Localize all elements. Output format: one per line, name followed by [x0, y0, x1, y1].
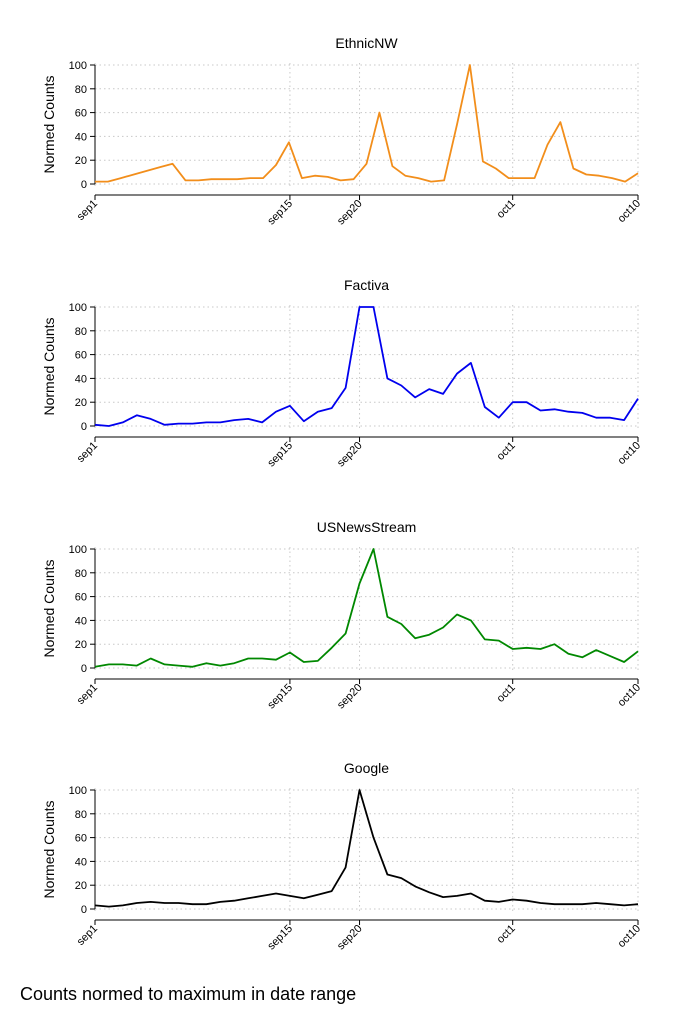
x-tick-label: sep15 [265, 198, 295, 228]
y-tick-label: 80 [75, 809, 87, 821]
x-tick-label: sep20 [335, 682, 365, 712]
y-tick-label: 40 [75, 131, 87, 143]
y-tick-label: 0 [81, 179, 87, 191]
x-tick-label: oct1 [495, 440, 518, 463]
x-tick-label: sep20 [335, 198, 365, 228]
y-tick-label: 100 [69, 544, 87, 556]
x-tick-label: sep1 [75, 198, 100, 223]
y-axis-label-ethnicnw: Normed Counts [41, 75, 57, 173]
y-tick-label: 20 [75, 639, 87, 651]
x-tick-label: sep20 [335, 923, 365, 953]
y-axis-label-google: Normed Counts [41, 800, 57, 898]
y-tick-label: 100 [69, 302, 87, 314]
x-tick-label: sep15 [265, 440, 295, 470]
x-tick-label: sep1 [75, 440, 100, 465]
y-tick-label: 40 [75, 856, 87, 868]
y-tick-label: 0 [81, 663, 87, 675]
y-tick-label: 60 [75, 108, 87, 120]
x-tick-label: sep15 [265, 682, 295, 712]
x-tick-label: oct10 [616, 923, 644, 951]
x-tick-label: oct10 [616, 682, 644, 710]
chart-title-factiva: Factiva [344, 277, 389, 293]
y-tick-label: 20 [75, 155, 87, 167]
y-tick-label: 0 [81, 904, 87, 916]
series-line-ethnicnw [95, 64, 639, 183]
chart-title-ethnicnw: EthnicNW [335, 35, 398, 51]
y-tick-label: 20 [75, 880, 87, 892]
y-axis-label-usnewsstream: Normed Counts [41, 559, 57, 657]
y-tick-label: 80 [75, 326, 87, 338]
series-line-factiva [94, 306, 639, 427]
y-tick-label: 40 [75, 373, 87, 385]
x-tick-label: oct1 [495, 198, 518, 221]
y-tick-label: 100 [69, 785, 87, 797]
caption: Counts normed to maximum in date range [20, 984, 357, 1004]
chart-title-google: Google [344, 760, 389, 776]
x-tick-label: sep1 [75, 682, 100, 707]
x-tick-label: sep1 [75, 923, 100, 948]
chart-title-usnewsstream: USNewsStream [317, 519, 417, 535]
series-line-google [94, 789, 639, 908]
x-tick-label: oct10 [616, 440, 644, 468]
y-tick-label: 60 [75, 592, 87, 604]
y-axis-label-factiva: Normed Counts [41, 317, 57, 415]
y-tick-label: 80 [75, 568, 87, 580]
y-tick-label: 60 [75, 833, 87, 845]
y-tick-label: 60 [75, 350, 87, 362]
y-tick-label: 80 [75, 84, 87, 96]
x-tick-label: oct1 [495, 682, 518, 705]
x-tick-label: sep20 [335, 440, 365, 470]
x-tick-label: oct10 [616, 198, 644, 226]
y-tick-label: 20 [75, 397, 87, 409]
y-tick-label: 0 [81, 421, 87, 433]
x-tick-label: sep15 [265, 923, 295, 953]
y-tick-label: 100 [69, 60, 87, 72]
y-tick-label: 40 [75, 615, 87, 627]
series-line-usnewsstream [94, 548, 639, 668]
x-tick-label: oct1 [495, 923, 518, 946]
